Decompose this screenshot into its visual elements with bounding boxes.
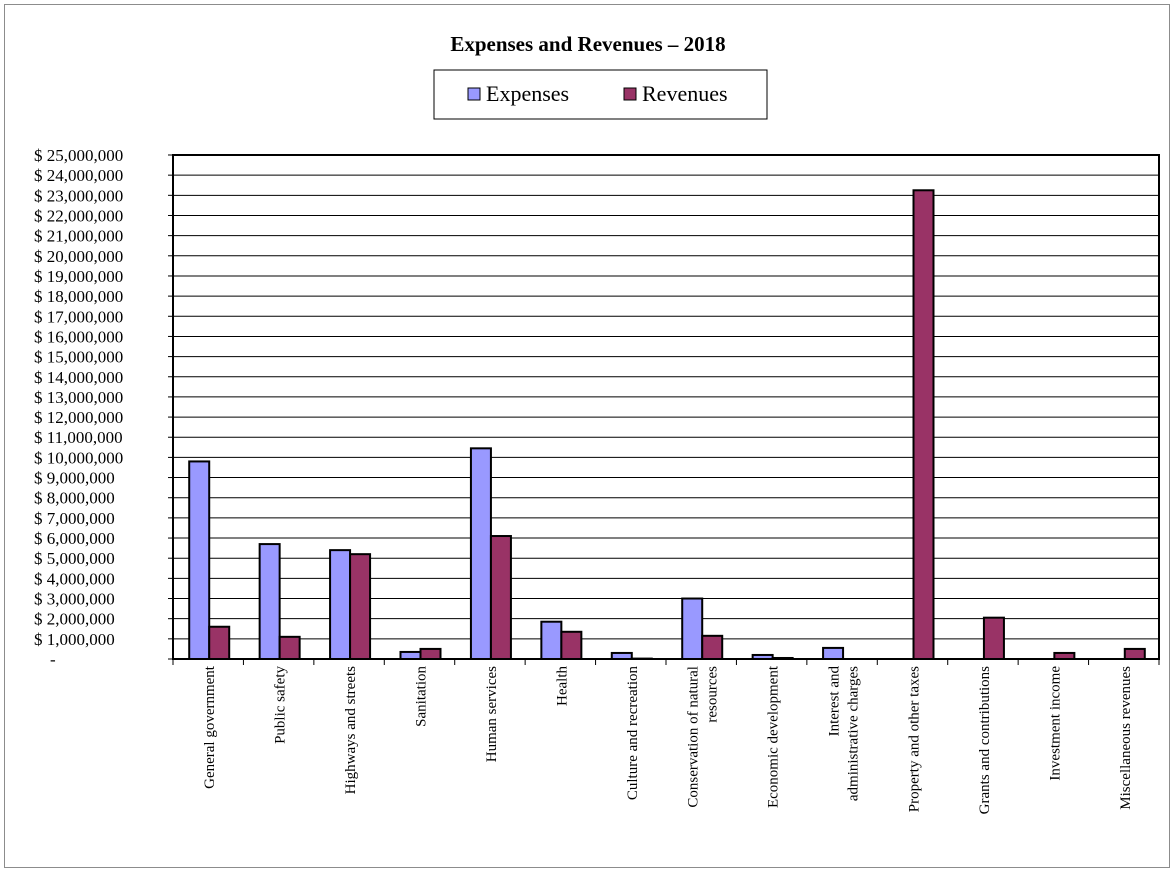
x-category-label: Conservation of natural [686,666,702,808]
legend-box [433,69,768,120]
y-tick-label: $ 20,000,000 [34,247,123,266]
x-category-label: Public safety [273,666,289,744]
bar-revenues [701,634,724,660]
x-category-label: General government [202,665,218,789]
y-tick-label: $ 2,000,000 [34,610,115,629]
bar-expenses [258,543,281,661]
bar-revenues [982,616,1005,660]
x-category-label: Health [554,666,570,706]
bar-expenses [188,460,211,660]
bar-expenses [399,650,422,660]
x-category-label: Culture and recreation [625,666,641,801]
bar-revenues [419,647,442,660]
x-category-label: Grants and contributions [977,666,993,814]
x-category-label: Interest and [827,666,843,737]
plot-area-border [172,154,1160,660]
bar-revenues [1123,647,1146,660]
bars [188,189,1146,661]
legend-swatch-expenses [467,87,481,101]
y-tick-label: $ 14,000,000 [34,368,123,387]
y-axis-ticks: -$ 1,000,000$ 2,000,000$ 3,000,000 $ 4,00… [34,146,173,669]
legend: Expenses Revenues [433,69,768,120]
y-tick-label: $ 23,000,000 [34,186,123,205]
y-tick-label: $ 25,000,000 [34,146,123,165]
y-tick-label: $ 15,000,000 [34,348,123,367]
plot-border [172,154,1160,660]
x-category-label: Economic development [766,665,782,808]
bar-expenses [540,620,563,660]
bar-expenses [469,447,492,660]
x-category-label: Human services [484,666,500,762]
legend-label-revenues: Revenues [642,81,728,106]
x-category-label: resources [705,666,721,723]
y-tick-label: $ 24,000,000 [34,166,123,185]
y-tick-label: $ 12,000,000 [34,408,123,427]
x-category-label: Property and other taxes [907,666,923,812]
legend-label-expenses: Expenses [486,81,569,106]
y-tick-label: $ 18,000,000 [34,287,123,306]
y-tick-label: $ 22,000,000 [34,206,123,225]
y-tick-label: $ 8,000,000 [34,489,115,508]
y-tick-label: $ 13,000,000 [34,388,123,407]
y-tick-label: $ 4,000,000 [34,569,115,588]
x-category-label: Sanitation [414,666,430,727]
gridlines [173,174,1159,640]
x-axis-labels: General government Public safety Highways … [172,659,1160,814]
y-tick-label: $ 7,000,000 [34,509,115,528]
x-category-label: Highways and streets [343,666,359,794]
y-tick-label: $ 5,000,000 [34,549,115,568]
y-tick-label: $ 19,000,000 [34,267,123,286]
y-tick-label: $ 21,000,000 [34,227,123,246]
y-tick-label: $ 11,000,000 [34,428,123,447]
y-tick-label: $ 1,000,000 [34,630,115,649]
y-tick-label: $ 17,000,000 [34,307,123,326]
bar-expenses [681,597,704,661]
x-category-label: administrative charges [846,666,862,801]
x-category-label: Miscellaneous revenues [1118,666,1134,810]
legend-swatch-revenues [623,87,637,101]
chart-area [4,4,1170,868]
bar-revenues [208,625,231,661]
y-tick-label: $ 10,000,000 [34,448,123,467]
bar-revenues [560,630,583,660]
bar-expenses [822,646,845,660]
bar-expenses [329,549,352,660]
y-tick-label: $ 6,000,000 [34,529,115,548]
bar-revenues [278,635,301,660]
y-tick-label: $ 16,000,000 [34,327,123,346]
y-tick-label: $ 9,000,000 [34,469,115,488]
bar-revenues [912,189,935,660]
x-category-label: Investment income [1047,666,1063,781]
bar-revenues [349,553,372,661]
y-tick-label: $ 3,000,000 [34,590,115,609]
chart-title: Expenses and Revenues – 2018 [450,32,725,56]
bar-revenues [489,535,512,660]
y-tick-label: - [50,650,56,669]
